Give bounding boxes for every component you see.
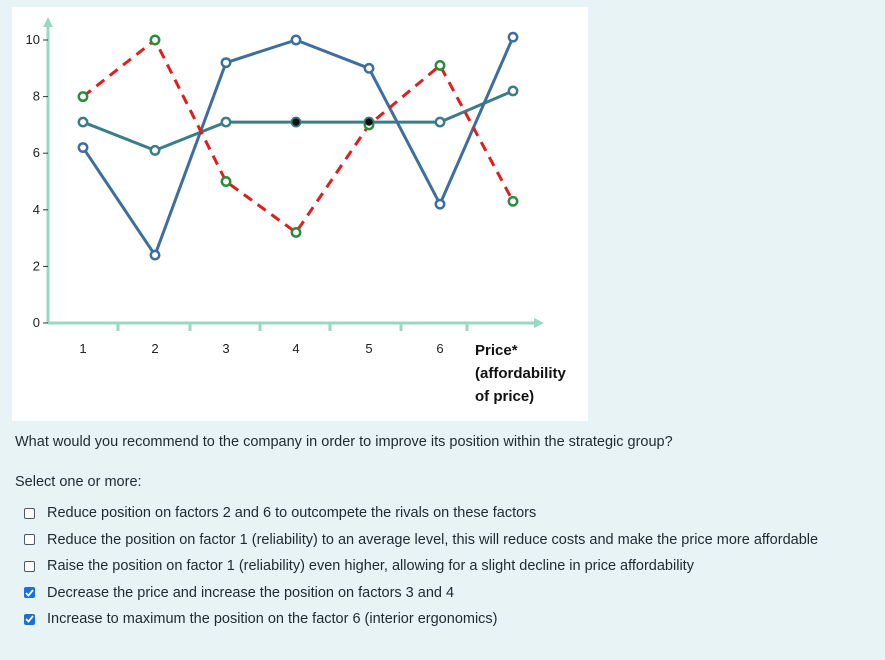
option-2-checkbox[interactable] — [24, 534, 35, 546]
y-tick-label: 8 — [33, 89, 40, 104]
y-tick-label: 4 — [33, 202, 40, 217]
x-tick-label: 1 — [79, 341, 86, 356]
x-axis-arrow — [534, 318, 544, 328]
option-3[interactable]: Raise the position on factor 1 (reliabil… — [24, 553, 818, 580]
x-tick-label-price: (affordability — [475, 365, 566, 382]
series-2-point — [434, 116, 446, 128]
x-tick-label: 4 — [292, 341, 299, 356]
series-1-point — [77, 142, 89, 153]
option-2[interactable]: Reduce the position on factor 1 (reliabi… — [24, 527, 818, 554]
check-icon — [25, 589, 34, 597]
question-text: What would you recommend to the company … — [15, 434, 673, 450]
x-tick-label: 5 — [365, 341, 372, 356]
series-1-point — [507, 31, 519, 43]
series-1-point — [290, 34, 302, 46]
series-1-point — [149, 249, 161, 261]
option-3-checkbox[interactable] — [24, 560, 35, 572]
option-1[interactable]: Reduce position on factors 2 and 6 to ou… — [24, 500, 818, 527]
x-tick-label-price: of price) — [475, 388, 534, 405]
series-0-point — [507, 195, 519, 207]
option-1-checkbox[interactable] — [24, 507, 35, 519]
series-1-point — [220, 57, 232, 69]
option-5[interactable]: Increase to maximum the position on the … — [24, 606, 818, 633]
series-line-0 — [82, 38, 515, 234]
series-1-point — [434, 198, 446, 210]
y-tick-label: 2 — [33, 258, 40, 273]
overlap-point — [365, 118, 373, 126]
x-tick-label: 3 — [222, 341, 229, 356]
series-0-point — [290, 226, 302, 238]
series-2-point — [149, 144, 161, 156]
x-tick-label: 6 — [436, 341, 443, 356]
series-1-point — [363, 62, 375, 74]
option-4-checkbox[interactable] — [24, 587, 35, 599]
chart-panel: 0 2 4 6 8 10 1 2 3 4 5 6 Price* (affordability of pric… — [12, 7, 588, 421]
series-0-point — [434, 60, 446, 71]
y-axis-arrow — [43, 17, 53, 27]
option-4[interactable]: Decrease the price and increase the posi… — [24, 580, 818, 607]
series-2-point — [220, 116, 232, 128]
y-tick-label: 10 — [26, 32, 40, 47]
option-2-label: Reduce the position on factor 1 (reliabi… — [47, 531, 819, 548]
option-5-checkbox[interactable] — [24, 613, 35, 625]
series-0-point — [149, 34, 161, 46]
option-4-label: Decrease the price and increase the posi… — [47, 584, 455, 601]
x-tick-label-price: Price* — [475, 342, 518, 359]
check-icon — [25, 615, 34, 624]
series-2-point — [77, 116, 89, 128]
x-tick-label: 2 — [151, 341, 158, 356]
y-tick-label: 6 — [33, 145, 40, 160]
overlap-point — [292, 118, 300, 126]
y-tick-label: 0 — [33, 315, 40, 330]
answer-options: Reduce position on factors 2 and 6 to ou… — [24, 500, 818, 633]
option-3-label: Raise the position on factor 1 (reliabil… — [47, 558, 694, 575]
series-0-point — [220, 176, 232, 187]
series-2-point — [507, 85, 519, 97]
select-hint: Select one or more: — [15, 474, 142, 490]
option-5-label: Increase to maximum the position on the … — [47, 611, 498, 628]
series-0-point — [77, 91, 89, 103]
option-1-label: Reduce position on factors 2 and 6 to ou… — [47, 505, 537, 522]
